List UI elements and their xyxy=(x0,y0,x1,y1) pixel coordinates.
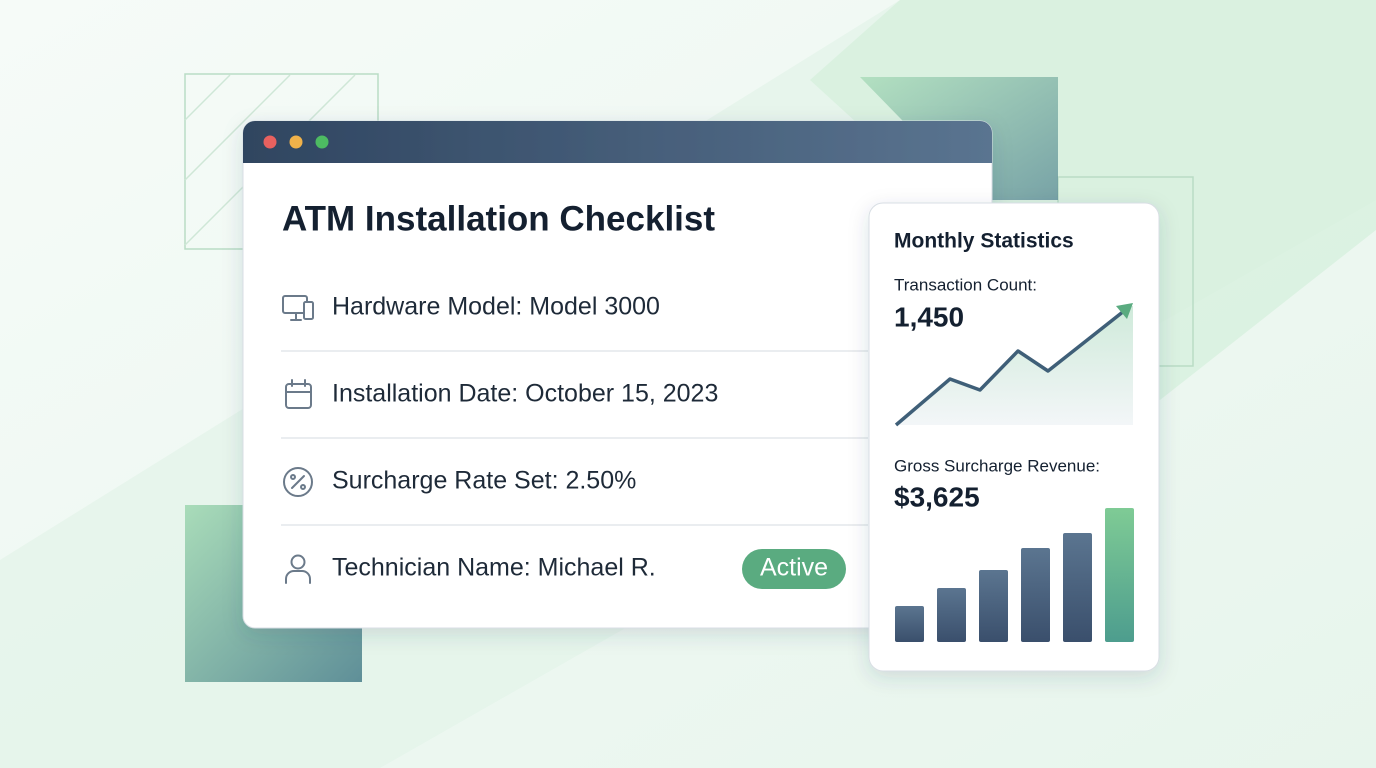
trend-arrow xyxy=(1116,303,1133,319)
metric-label: Gross Surcharge Revenue: xyxy=(894,456,1100,475)
maximize-dot[interactable] xyxy=(315,135,329,149)
trend-area xyxy=(896,306,1133,425)
icon-calendar xyxy=(285,379,312,409)
window-title: ATM Installation Checklist xyxy=(282,199,715,238)
icon-monitor xyxy=(282,295,314,321)
bar-illustration xyxy=(895,508,1134,642)
bar xyxy=(1063,533,1092,642)
item: Hardware Model: Model 3000 xyxy=(332,293,660,321)
item: Technician Name: Michael R. xyxy=(332,554,656,582)
close-dot[interactable] xyxy=(263,135,277,149)
window xyxy=(242,120,993,629)
trend-line xyxy=(894,309,1126,427)
item: Installation Date: October 15, 2023 xyxy=(332,380,718,408)
metric-label: Transaction Count: xyxy=(894,275,1037,294)
icon-percent xyxy=(283,467,313,497)
metric-value: $3,625 xyxy=(894,481,980,512)
icon-user xyxy=(285,554,311,584)
status-text: Active xyxy=(760,554,828,582)
status-pill xyxy=(742,549,846,589)
metric-value: 1,450 xyxy=(894,301,964,332)
bar xyxy=(937,588,966,642)
bar xyxy=(895,606,924,642)
bar xyxy=(1021,548,1050,642)
bar xyxy=(1105,508,1134,642)
minimize-dot[interactable] xyxy=(289,135,303,149)
card-title: Monthly Statistics xyxy=(894,230,1074,253)
title-bar xyxy=(243,121,992,163)
bar xyxy=(979,570,1008,642)
item: Surcharge Rate Set: 2.50% xyxy=(332,467,636,495)
